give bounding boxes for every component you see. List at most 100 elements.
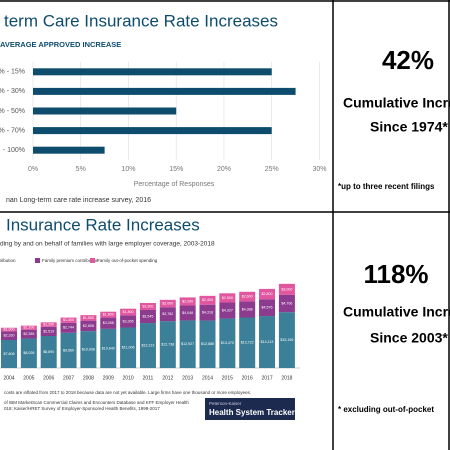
data-label: $4,318 — [202, 311, 213, 315]
y-tick-label: % - 30% — [0, 88, 25, 95]
stat-note: * excluding out-of-pocket — [338, 405, 434, 414]
x-tick-label: 5% — [76, 166, 86, 173]
x-tick-label: 2011 — [143, 375, 154, 381]
bar-segment — [259, 299, 276, 317]
bar-segment — [278, 312, 295, 368]
data-label: $3,545 — [142, 314, 153, 318]
data-label: $9,560 — [63, 348, 74, 352]
bar-segment — [20, 338, 37, 368]
data-label: $4,706 — [281, 302, 292, 306]
note: costs are inflated from 2017 to 2018 bec… — [4, 390, 251, 395]
bar — [33, 107, 177, 115]
bar — [33, 68, 272, 76]
x-tick-label: 2007 — [63, 375, 74, 381]
legend-label: Family out-of-pocket spending — [97, 258, 158, 263]
x-tick-label: 2005 — [23, 375, 34, 381]
x-tick-label: 0% — [28, 166, 38, 173]
logo-small: Peterson-Kaiser — [209, 401, 242, 406]
source: 018; Kaiser/HRET Survey of Employer-Spon… — [4, 406, 160, 411]
legend-label: Family premium contribution — [42, 258, 99, 263]
y-tick-label: 5% - 15% — [0, 69, 25, 76]
bar-segment — [60, 317, 77, 323]
data-label: $3,305 — [123, 319, 134, 323]
source: of IBM MarketScan Commercial Claims and … — [4, 400, 189, 405]
data-label: $1,600 — [103, 313, 114, 317]
bar-segment — [159, 321, 176, 368]
data-label: $4,048 — [182, 311, 193, 315]
legend-swatch — [35, 258, 40, 263]
bar-segment — [219, 302, 236, 319]
data-label: $2,800 — [262, 292, 273, 296]
x-tick-label: 2013 — [182, 375, 193, 381]
data-label: $8,690 — [43, 350, 54, 354]
bar-segment — [40, 322, 57, 327]
bar-segment — [219, 293, 236, 303]
chart-title: term Care Insurance Rate Increases — [4, 11, 278, 30]
data-label: $10,008 — [82, 348, 95, 352]
bar-segment — [239, 291, 256, 302]
x-tick-label: 20% — [217, 166, 231, 173]
stat-line: Cumulative Incre — [343, 304, 450, 320]
data-label: $1,400 — [63, 318, 74, 322]
data-label: $2,400 — [202, 298, 213, 302]
data-label: $4,576 — [262, 306, 273, 310]
data-label: $2,385 — [23, 332, 34, 336]
x-tick-label: 10% — [121, 166, 135, 173]
bar-segment — [219, 318, 236, 368]
bar-segment — [80, 315, 97, 321]
source: nan Long-term care rate increase survey,… — [6, 197, 151, 204]
data-label: $2,600 — [242, 295, 253, 299]
data-label: $1,200 — [43, 322, 54, 326]
data-label: $4,388 — [242, 307, 253, 311]
bar-segment — [278, 283, 295, 295]
data-label: $2,000 — [162, 301, 173, 305]
data-label: $13,722 — [241, 341, 254, 345]
data-label: $1,100 — [23, 326, 34, 330]
data-label: $11,006 — [122, 346, 135, 350]
data-label: $14,113 — [261, 340, 274, 344]
bar-segment — [259, 288, 276, 300]
legend-label: er contribution — [0, 258, 16, 263]
stat-line: Since 2003* — [370, 330, 448, 346]
logo-box — [205, 398, 295, 420]
data-label: $8,028 — [23, 351, 34, 355]
x-tick-label: 2012 — [162, 375, 173, 381]
bar-segment — [40, 326, 57, 337]
x-tick-label: 2016 — [242, 375, 253, 381]
bar-segment — [159, 307, 176, 322]
bar-segment — [179, 297, 196, 306]
bar-segment — [239, 301, 256, 318]
bar-segment — [159, 299, 176, 308]
bar-segment — [20, 329, 37, 339]
data-label: $3,058 — [103, 321, 114, 325]
bar-segment — [100, 311, 117, 318]
x-tick-label: 2015 — [222, 375, 233, 381]
bar-segment — [239, 317, 256, 368]
stat-line: Since 1974* — [370, 119, 448, 135]
bar-segment — [100, 317, 117, 329]
logo: Health System Tracker — [209, 408, 295, 417]
data-label: $12,888 — [201, 342, 214, 346]
y-tick-label: - 100% — [3, 147, 25, 154]
data-label: $1,900 — [142, 304, 153, 308]
bar-segment — [80, 320, 97, 332]
bar-segment — [199, 304, 216, 321]
data-label: $2,519 — [43, 329, 54, 333]
x-tick-label: 2014 — [202, 375, 213, 381]
bar — [33, 87, 296, 95]
x-tick-label: 2008 — [83, 375, 94, 381]
data-label: $12,213 — [141, 343, 154, 347]
bar-segment — [199, 320, 216, 368]
bar-segment — [1, 327, 17, 332]
x-axis-label: Percentage of Responses — [134, 181, 215, 188]
bar-segment — [120, 308, 137, 316]
bar-segment — [120, 315, 137, 328]
bar-segment — [139, 323, 156, 368]
chart-subtitle: ding by and on behalf of families with l… — [0, 241, 215, 248]
data-label: $1,800 — [123, 310, 134, 314]
bar-segment — [1, 331, 17, 341]
bar-segment — [139, 303, 156, 311]
bar-segment — [259, 316, 276, 368]
bar-segment — [80, 331, 97, 368]
